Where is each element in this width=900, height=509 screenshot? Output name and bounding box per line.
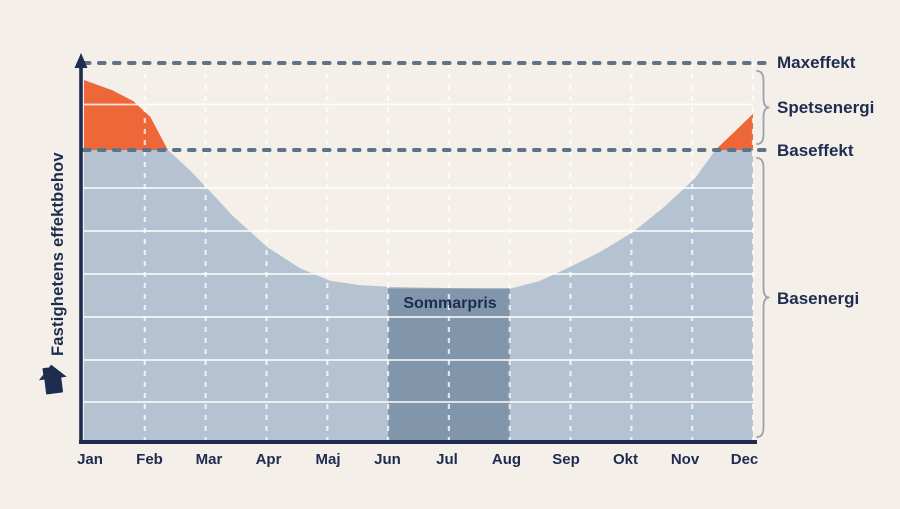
basenergi-brace: [756, 157, 770, 438]
month-label-maj: Maj: [315, 451, 340, 468]
maxeffekt-label: Maxeffekt: [777, 53, 856, 72]
month-label-jun: Jun: [374, 451, 401, 468]
month-label-jul: Jul: [436, 451, 458, 468]
baseffekt-label: Baseffekt: [777, 141, 854, 160]
gridlines: [84, 63, 755, 440]
month-label-feb: Feb: [136, 451, 163, 468]
spetsenergi-brace: [756, 70, 770, 145]
spetsenergi-label: Spetsenergi: [777, 98, 874, 117]
y-axis-arrow-icon: [74, 53, 88, 68]
chart-generated-layers: Jan Feb Mar Apr Maj Jun Jul Aug Sep Okt Nov Dec: [77, 61, 768, 468]
sommarpris-label: Sommarpris: [403, 295, 496, 312]
month-label-jan: Jan: [77, 451, 103, 468]
month-axis-labels: Jan Feb Mar Apr Maj Jun Jul Aug Sep Okt Nov Dec: [77, 451, 758, 468]
y-axis-title: Fastighetens effektbehov: [49, 152, 67, 356]
month-label-mar: Mar: [196, 451, 223, 468]
peak-area-winter-end: [715, 113, 753, 150]
month-label-aug: Aug: [492, 451, 521, 468]
month-label-dec: Dec: [731, 451, 759, 468]
basenergi-label: Basenergi: [777, 289, 859, 308]
house-icon: [38, 364, 67, 395]
month-label-apr: Apr: [256, 451, 282, 468]
peak-area-winter-start: [84, 80, 168, 150]
month-label-okt: Okt: [613, 451, 638, 468]
month-label-nov: Nov: [671, 451, 700, 468]
month-label-sep: Sep: [552, 451, 580, 468]
